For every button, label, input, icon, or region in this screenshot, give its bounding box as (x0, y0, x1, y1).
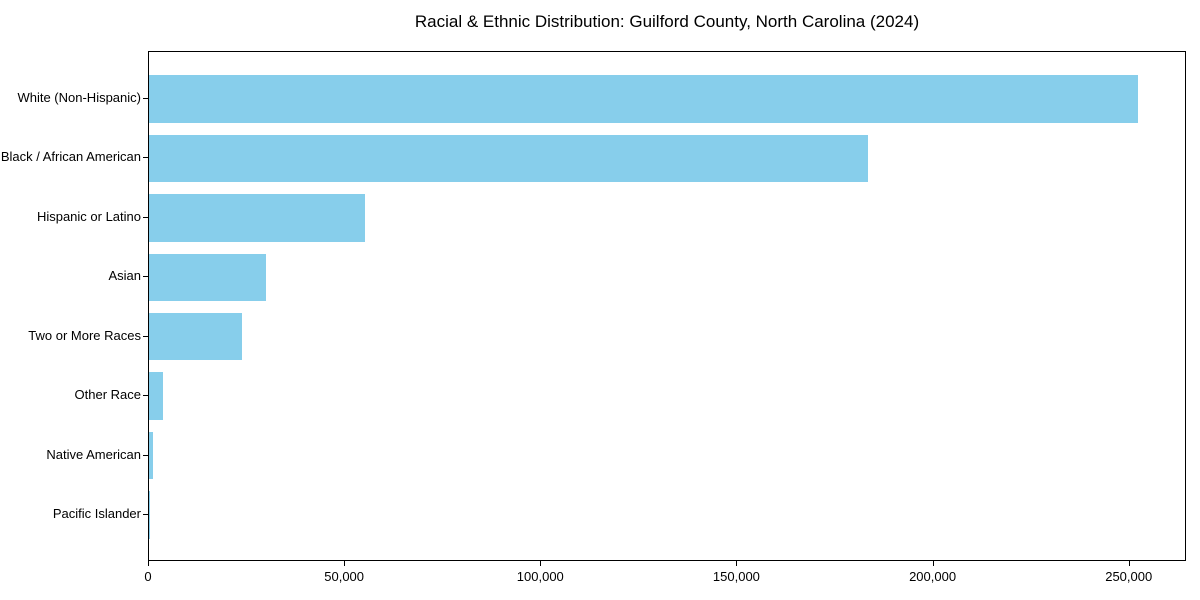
bar-pacific-islander (149, 491, 151, 539)
y-axis-label-native-american: Native American (46, 446, 141, 462)
x-tick-label-100-000: 100,000 (516, 569, 564, 584)
bar-white-non-hispanic (149, 75, 1138, 123)
chart-title: Racial & Ethnic Distribution: Guilford C… (414, 12, 920, 31)
x-tick-mark (148, 561, 149, 566)
y-tick-mark (143, 157, 148, 159)
bar-two-or-more-races (149, 312, 243, 361)
bar-other-race (149, 372, 164, 420)
x-tick-label-50-000: 50,000 (324, 569, 365, 584)
y-axis-label-other-race: Other Race (74, 387, 141, 403)
x-tick-label-150-000: 150,000 (712, 569, 760, 584)
x-tick-mark (344, 561, 346, 566)
plot-area (148, 51, 1186, 561)
bars-layer (149, 52, 1185, 560)
y-axis-label-asian: Asian (108, 268, 141, 284)
x-tick-label-250-000: 250,000 (1105, 569, 1153, 584)
x-tick-mark (932, 561, 934, 566)
x-tick-mark (1128, 561, 1130, 566)
bar-hispanic-or-latino (149, 194, 366, 242)
y-axis-label-hispanic-or-latino: Hispanic or Latino (36, 208, 141, 224)
bar-black-african-american (149, 134, 868, 183)
x-tick-label-0: 0 (144, 569, 152, 584)
y-axis-label-white-non-hispanic: White (Non-Hispanic) (17, 89, 141, 105)
x-tick-mark (736, 561, 738, 566)
x-tick-mark (540, 561, 542, 566)
y-tick-mark (143, 454, 148, 456)
bar-asian (149, 253, 266, 302)
y-tick-mark (143, 395, 148, 397)
y-axis-label-black-african-american: Black / African American (0, 149, 141, 165)
y-axis-label-pacific-islander: Pacific Islander (52, 506, 141, 522)
y-axis-label-two-or-more-races: Two or More Races (28, 327, 141, 343)
bar-native-american (149, 431, 153, 480)
y-tick-mark (143, 276, 148, 278)
y-tick-mark (143, 216, 148, 218)
y-tick-mark (143, 514, 148, 516)
x-tick-label-200-000: 200,000 (909, 569, 957, 584)
y-tick-mark (143, 335, 148, 337)
y-tick-mark (143, 97, 148, 99)
